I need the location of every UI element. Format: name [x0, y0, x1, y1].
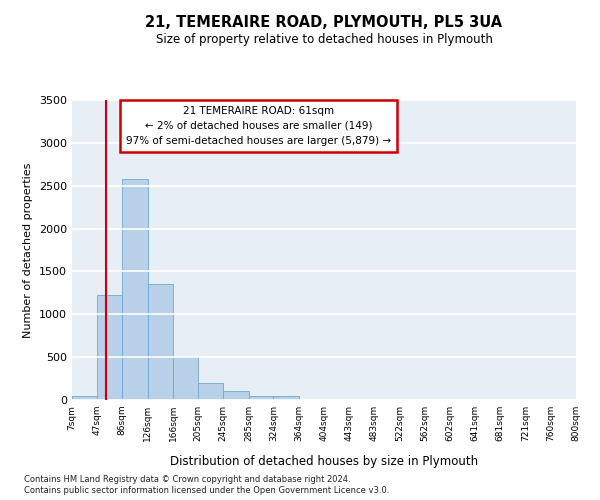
Bar: [148, 284, 173, 400]
Text: Contains public sector information licensed under the Open Government Licence v3: Contains public sector information licen…: [24, 486, 389, 495]
Y-axis label: Number of detached properties: Number of detached properties: [23, 162, 34, 338]
Bar: [173, 357, 198, 400]
Text: Contains HM Land Registry data © Crown copyright and database right 2024.: Contains HM Land Registry data © Crown c…: [24, 475, 350, 484]
Bar: [72, 396, 97, 400]
Bar: [248, 396, 274, 400]
Text: 21, TEMERAIRE ROAD, PLYMOUTH, PL5 3UA: 21, TEMERAIRE ROAD, PLYMOUTH, PL5 3UA: [145, 15, 503, 30]
Text: Size of property relative to detached houses in Plymouth: Size of property relative to detached ho…: [155, 32, 493, 46]
Bar: [223, 390, 248, 400]
Text: 21 TEMERAIRE ROAD: 61sqm
← 2% of detached houses are smaller (149)
97% of semi-d: 21 TEMERAIRE ROAD: 61sqm ← 2% of detache…: [126, 106, 391, 146]
Bar: [274, 396, 299, 400]
Bar: [97, 294, 122, 400]
Bar: [198, 383, 223, 400]
Bar: [122, 179, 148, 400]
Text: Distribution of detached houses by size in Plymouth: Distribution of detached houses by size …: [170, 454, 478, 468]
